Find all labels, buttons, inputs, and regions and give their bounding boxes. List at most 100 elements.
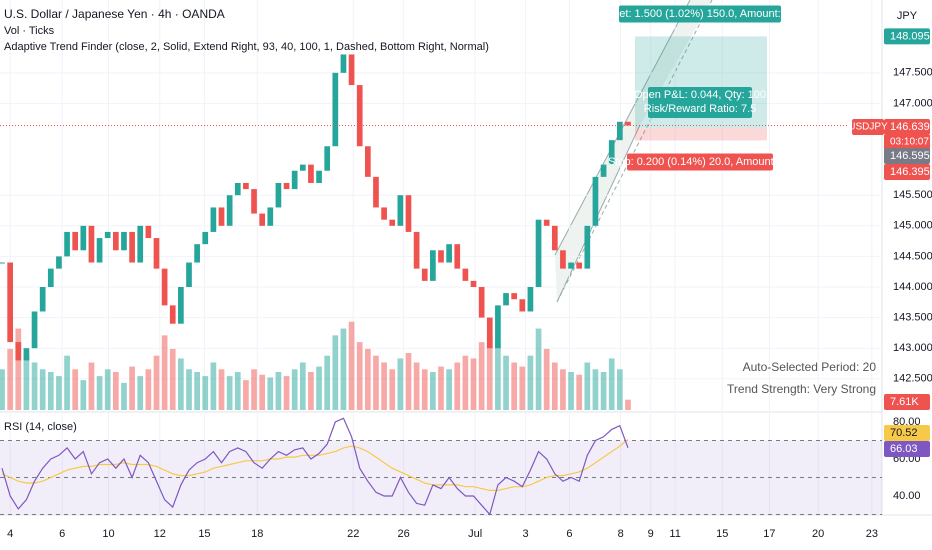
volume-bar [31,362,38,410]
candle [267,207,274,226]
x-tick-label: 3 [522,528,528,540]
volume-bar [259,374,266,410]
rsi-legend: RSI (14, close) [4,421,77,433]
candle [405,195,412,232]
candle [202,231,209,245]
candle [373,176,379,208]
volume-bar [218,369,225,410]
volume-bar [56,376,62,410]
candle [64,231,70,257]
volume-bar [527,355,534,410]
candle [316,170,322,183]
volume-bar [267,377,274,410]
candle [568,262,574,269]
volume-bar [486,335,493,410]
candle [39,287,46,312]
x-tick-label: 18 [251,528,263,540]
volume-bar [275,372,282,410]
candle [96,238,103,263]
symbol-tag: USDJPY [848,122,888,133]
stop-label: Stop: 0.200 (0.14%) 20.0, Amount: 80 [608,156,792,168]
volume-bar [72,369,79,410]
y-tick-label: 143.500 [893,312,932,324]
candle [7,262,14,343]
rr-label: Risk/Reward Ratio: 7.5 [644,103,757,115]
volume-bar [373,355,379,410]
candle [470,280,477,287]
volume-bar [316,366,322,410]
candle [478,287,485,318]
candle [511,293,518,300]
target-label: Target: 1.500 (1.02%) 150.0, Amount: 250 [598,8,802,20]
candle [592,176,599,226]
volume-bar [291,369,298,410]
volume-tag-bg [884,394,930,410]
channel-mid [556,0,713,303]
candle [446,244,452,263]
volume-bar [625,399,631,410]
candle [104,231,111,239]
volume-bar [47,372,54,410]
candle [218,207,225,226]
volume-bar [551,362,558,410]
candle [560,250,566,269]
candle [616,121,623,141]
volume-bar [446,369,452,410]
symbol-title: U.S. Dollar / Japanese Yen · 4h · OANDA [4,7,225,21]
y-tick-label: 147.500 [893,67,932,79]
candle [186,262,192,287]
period-label: Auto-Selected Period: 20 [743,360,877,374]
volume-bar [226,376,233,410]
candle [15,342,22,361]
volume-bar [340,328,347,410]
volume-tag: 7.61K [890,396,919,408]
volume-bar [397,358,404,410]
rsi-ma-tag-bg [884,425,930,441]
entry-price-tag: 146.595 [890,150,930,162]
volume-bar [308,372,314,410]
candle [121,231,127,251]
volume-bar [251,369,257,410]
stop-zone [635,128,767,141]
indicator-legend: Adaptive Trend Finder (close, 2, Solid, … [4,41,489,53]
volume-bar [202,376,209,410]
last-price-tag-bg [884,119,930,135]
candle [194,244,200,263]
volume-bar [88,362,95,410]
volume-bar [381,362,387,410]
stop-price-tag: 146.395 [890,166,930,178]
candle [137,225,144,263]
volume-bar [145,369,152,410]
volume-bar [389,369,396,410]
candle [397,195,404,226]
candle [234,182,241,196]
candle [389,219,396,226]
candle [454,244,461,269]
volume-bar [137,376,144,410]
candle [576,262,583,269]
candle [381,207,387,220]
volume-bar [234,372,241,410]
volume-bar [104,369,111,410]
volume-bar [96,376,103,410]
volume-bar [430,372,436,410]
target-price-tag-bg [884,28,930,45]
x-tick-label: 4 [7,528,13,540]
candle [543,219,550,226]
volume-bar [7,348,14,410]
volume-bar [535,328,542,410]
volume-bar [560,369,566,410]
candle [535,219,542,287]
volume-bar [121,382,127,410]
x-tick-label: 17 [763,528,775,540]
volume-bar [478,342,485,410]
candle [0,262,5,264]
volume-bar [568,372,574,410]
volume-bar [161,335,168,410]
volume-bar [299,362,306,410]
x-tick-label: 10 [102,528,114,540]
volume-bar [584,362,591,410]
x-tick-label: 12 [154,528,166,540]
volume-bar [210,362,217,410]
